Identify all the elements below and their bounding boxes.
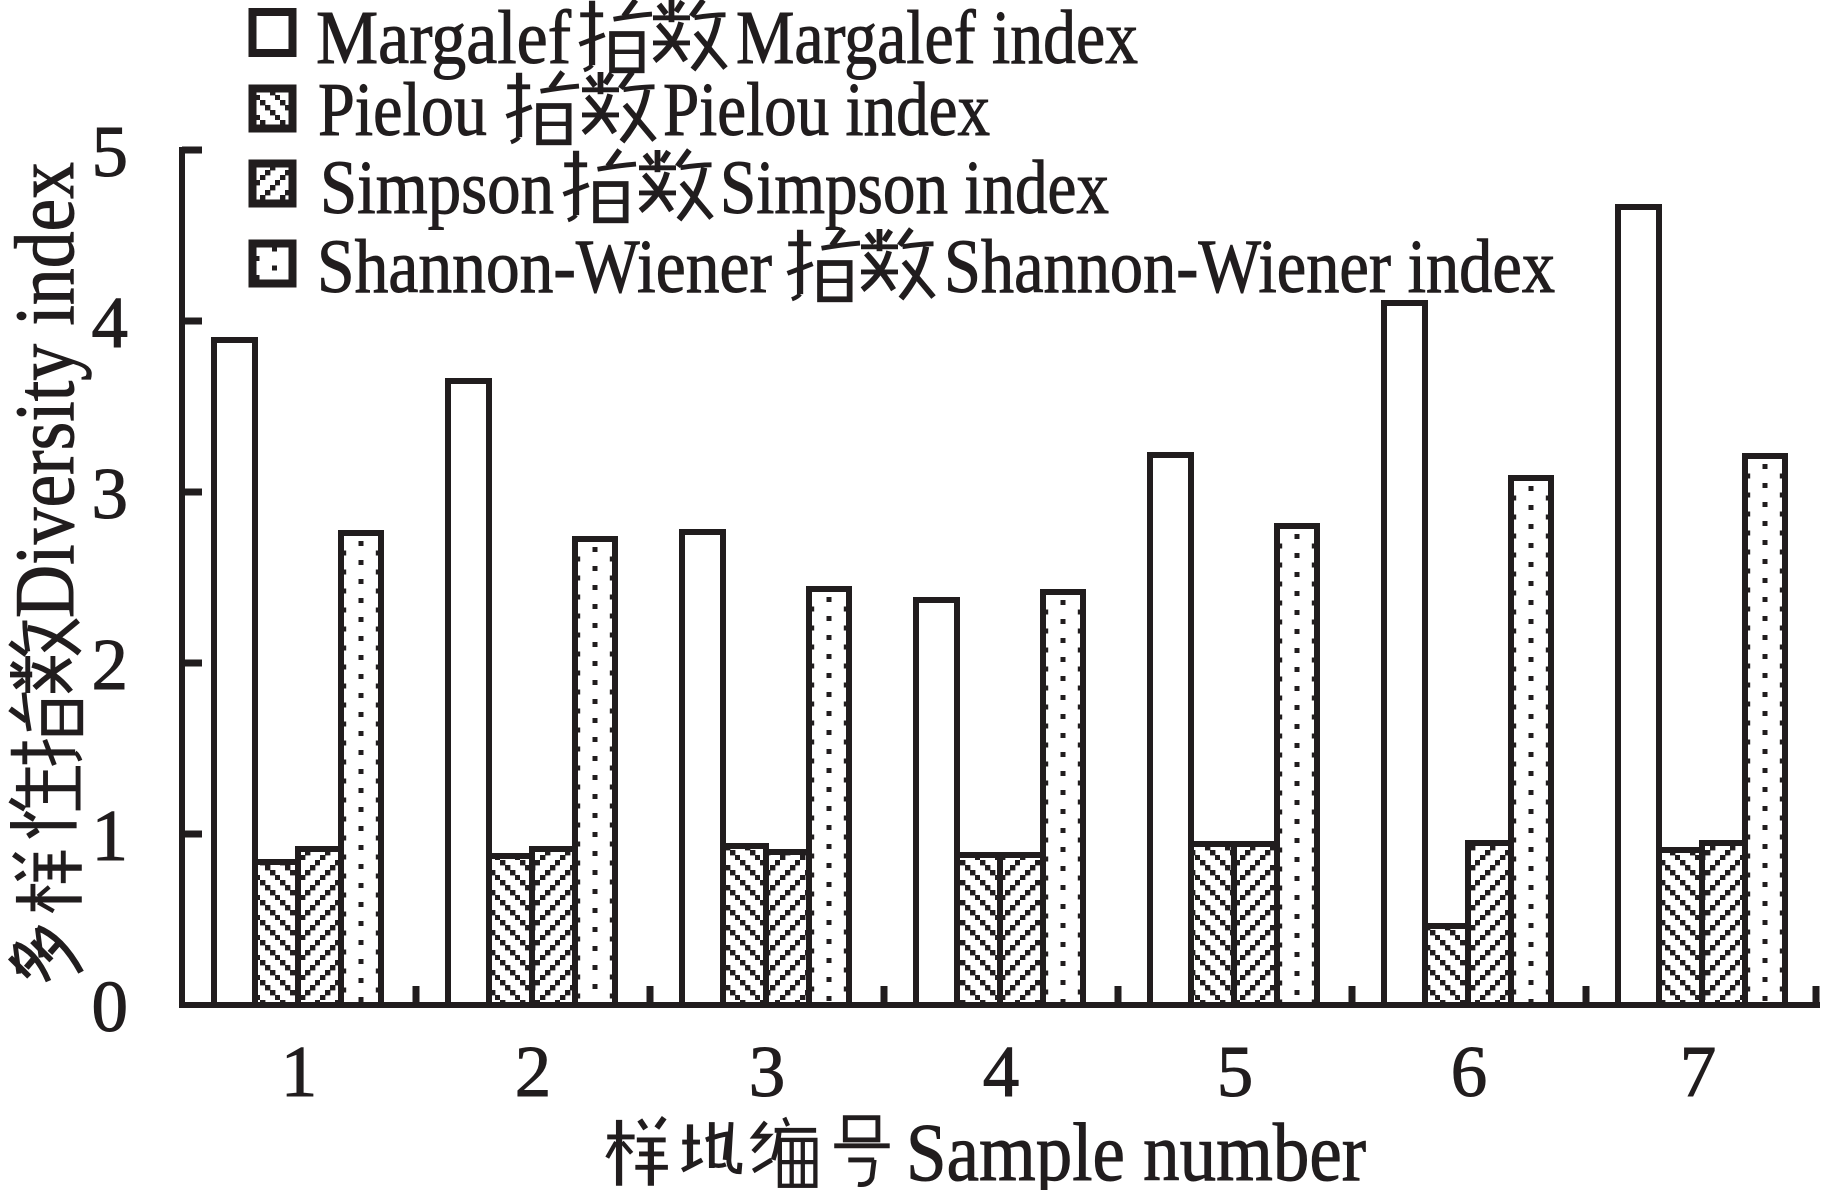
svg-text:Diversity index: Diversity index: [0, 162, 92, 618]
svg-text:5: 5: [92, 111, 129, 192]
svg-text:3: 3: [92, 453, 129, 534]
svg-text:Simpson index: Simpson index: [720, 146, 1109, 230]
svg-text:0: 0: [92, 966, 129, 1047]
svg-text:Shannon-Wiener index: Shannon-Wiener index: [944, 225, 1555, 309]
svg-text:4: 4: [983, 1031, 1020, 1112]
svg-text:4: 4: [92, 282, 129, 363]
svg-text:Sample number: Sample number: [906, 1106, 1366, 1190]
svg-text:2: 2: [92, 624, 129, 705]
svg-text:1: 1: [281, 1031, 318, 1112]
svg-text:Margalef index: Margalef index: [736, 0, 1138, 80]
svg-text:3: 3: [749, 1031, 786, 1112]
svg-text:6: 6: [1451, 1031, 1488, 1112]
svg-text:5: 5: [1217, 1031, 1254, 1112]
svg-text:2: 2: [515, 1031, 552, 1112]
svg-text:Pielou index: Pielou index: [663, 68, 990, 152]
svg-text:Margalef: Margalef: [316, 0, 572, 80]
svg-text:1: 1: [92, 795, 129, 876]
svg-text:Pielou: Pielou: [318, 68, 487, 152]
svg-text:Simpson: Simpson: [320, 146, 554, 230]
svg-text:Shannon-Wiener: Shannon-Wiener: [317, 225, 772, 309]
svg-text:7: 7: [1680, 1031, 1717, 1112]
